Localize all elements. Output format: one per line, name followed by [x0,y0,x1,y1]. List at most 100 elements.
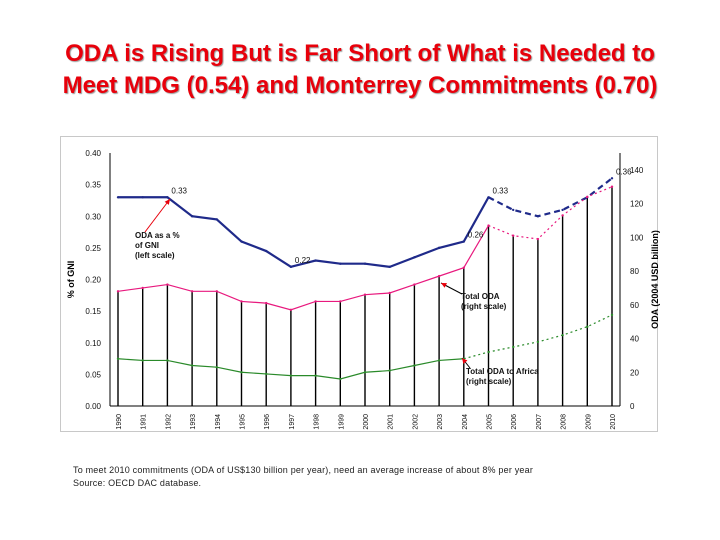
x-tick-label: 2009 [585,414,592,430]
data-point-africa-oda [561,333,564,337]
data-point-africa-oda [215,366,218,369]
data-label: 0.26 [468,231,484,240]
arrow-oda-gni [144,198,171,233]
y-tick-label-left: 0.25 [85,244,101,253]
data-point-total-oda [215,290,218,293]
y-tick-label-left: 0.40 [85,149,101,158]
x-tick-label: 1992 [165,414,172,430]
y-tick-label-left: 0.20 [85,276,101,285]
arrow-head-total-oda [441,283,447,288]
data-point-oda-gni [462,240,465,243]
data-point-africa-oda [314,374,317,377]
data-point-total-oda [363,293,367,296]
data-point-oda-gni [240,240,243,243]
data-point-oda-gni [610,177,614,180]
footer-source: Source: OECD DAC database. [73,478,202,488]
y-tick-label-right: 80 [630,267,639,276]
x-tick-label: 2002 [412,414,419,430]
data-point-africa-oda [240,371,243,374]
data-point-africa-oda [487,350,490,354]
data-point-africa-oda [116,357,120,360]
x-tick-label: 1995 [240,414,247,430]
y-tick-label-right: 60 [630,301,639,310]
x-tick-label: 1996 [264,414,271,430]
data-label: 0.33 [493,186,509,195]
data-point-africa-oda [388,369,391,372]
arrow-head-oda-gni [164,199,170,205]
y-tick-label-right: 0 [630,402,635,411]
data-point-africa-oda [190,364,194,367]
data-point-oda-gni [141,196,144,199]
data-point-oda-gni [536,215,540,218]
data-point-africa-oda [166,359,169,362]
y-tick-label-left: 0.05 [85,370,101,379]
x-tick-label: 1994 [215,414,222,430]
data-point-total-oda [561,214,564,217]
x-tick-label: 1997 [289,414,296,430]
series-line-total-oda-projected [488,186,613,240]
data-point-oda-gni [190,215,194,218]
x-tick-label: 2008 [561,414,568,430]
data-point-oda-gni [561,208,564,212]
data-point-total-oda [240,300,243,303]
data-point-africa-oda [512,345,515,349]
title-line-1: ODA is Rising But is Far Short of What i… [65,40,655,67]
x-tick-label: 1998 [314,414,321,430]
y-tick-label-left: 0.30 [85,212,101,221]
x-tick-label: 2005 [487,414,494,430]
data-point-oda-gni [437,246,441,250]
y-tick-label-right: 140 [630,166,644,175]
data-point-africa-oda [437,359,441,362]
series-line-total-oda-actual [117,225,490,311]
data-point-oda-gni [265,249,268,253]
x-tick-label: 1990 [116,414,123,430]
label-total-oda: Total ODA [461,292,500,301]
data-point-total-oda [413,283,416,286]
data-point-total-oda [610,185,614,188]
data-point-total-oda [116,290,120,293]
label-africa-oda: (right scale) [466,377,512,386]
data-label: 0.33 [171,186,187,195]
data-label: 0.36 [616,167,632,176]
label-total-oda: (right scale) [461,302,507,311]
data-point-oda-gni [388,265,391,269]
data-point-oda-gni [289,265,293,269]
x-tick-label: 2006 [511,414,518,430]
data-point-africa-oda [339,377,342,381]
data-point-total-oda [141,286,144,290]
chart-frame [60,136,658,432]
y-tick-label-left: 0.35 [85,181,101,190]
y-tick-label-left: 0.00 [85,402,101,411]
data-point-oda-gni [314,259,317,262]
series-line-oda-gni-projected [487,177,613,218]
data-point-oda-gni [339,262,342,265]
data-point-oda-gni [512,208,515,212]
data-point-total-oda [166,283,169,286]
title-line-2: Meet MDG (0.54) and Monterrey Commitment… [62,72,658,99]
x-tick-label: 2007 [536,414,543,430]
y-tick-label-left: 0.10 [85,339,101,348]
data-point-africa-oda [610,313,614,317]
x-tick-label: 1999 [338,414,345,430]
data-point-total-oda [388,291,391,295]
label-oda-gni: (left scale) [135,251,175,260]
data-point-total-oda [536,237,540,241]
data-point-africa-oda [413,364,416,367]
data-point-total-oda [190,290,194,293]
data-label: 0.22 [295,256,311,265]
y-tick-label-right: 40 [630,335,639,344]
slide-title: ODA is Rising But is Far Short of What i… [0,38,720,102]
data-point-oda-gni [215,218,218,221]
x-tick-label: 2001 [388,414,395,430]
series-line-oda-gni-actual [118,196,490,269]
data-point-total-oda [512,234,515,237]
y-axis-label-left: % of GNI [66,261,76,299]
data-point-total-oda [487,224,490,227]
data-point-africa-oda [536,340,540,344]
data-point-total-oda [586,195,589,199]
label-africa-oda: Total ODA to Africa [466,367,539,376]
y-tick-label-left: 0.15 [85,307,101,316]
data-point-africa-oda [363,371,367,374]
x-tick-label: 2010 [610,414,617,430]
arrow-head-africa-oda [462,358,468,364]
